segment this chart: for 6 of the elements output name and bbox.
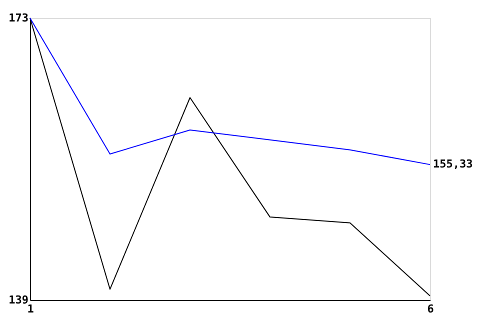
x-tick-label: 6: [427, 302, 434, 316]
y-tick-label: 173: [8, 12, 28, 24]
x-tick-label: 1: [27, 302, 34, 316]
annotation: 155,33: [433, 158, 473, 171]
line-series: [30, 18, 430, 166]
y-tick-label: 139: [8, 294, 28, 306]
